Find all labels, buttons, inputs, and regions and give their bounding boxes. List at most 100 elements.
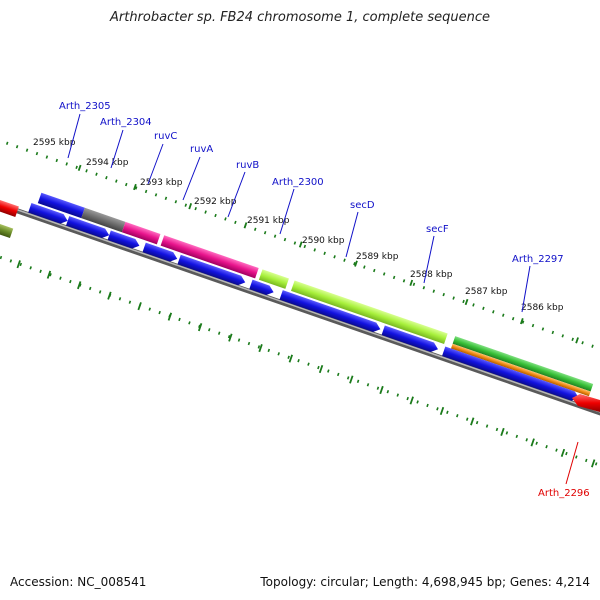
outer-tick (303, 244, 307, 249)
inner-tick (456, 414, 459, 418)
inner-tick (29, 266, 32, 270)
gene-leader-line (423, 235, 435, 284)
outer-tick (253, 227, 257, 231)
inner-tick (356, 379, 360, 384)
outer-tick (373, 268, 376, 273)
major-tick (560, 448, 566, 457)
cds-arrow (177, 254, 246, 286)
inner-tick (465, 417, 469, 421)
inner-tick (585, 458, 588, 463)
outer-tick (85, 169, 88, 173)
cds-arrow (107, 230, 140, 249)
inner-tick (545, 445, 548, 449)
major-tick (298, 241, 303, 248)
secd-feature (291, 280, 448, 344)
cds-arrow (249, 279, 274, 296)
outer-tick (263, 231, 267, 235)
inner-tick (475, 420, 479, 425)
major-tick (228, 333, 233, 342)
inner-tick (307, 362, 310, 366)
scale-label: 2595 kbp (33, 138, 76, 148)
inner-tick (79, 283, 82, 287)
scale-label: 2589 kbp (356, 252, 399, 262)
major-tick (77, 281, 82, 290)
cds-arrow (28, 203, 68, 224)
outer-tick (25, 148, 29, 152)
outer-tick (492, 310, 495, 314)
inner-tick (59, 276, 62, 280)
outer-tick (581, 341, 584, 345)
scale-label: 2590 kbp (302, 236, 345, 246)
inner-tick (237, 338, 241, 342)
outer-tick (224, 217, 227, 221)
inner-tick (158, 310, 161, 315)
backbone (0, 202, 600, 416)
scale-label: 2592 kbp (194, 197, 237, 207)
inner-tick (287, 355, 290, 359)
gene-label: Arth_2300 (272, 177, 324, 188)
inner-tick (178, 317, 181, 322)
major-tick (107, 291, 112, 300)
major-tick (318, 364, 324, 374)
outer-tick (194, 206, 197, 211)
scale-label: 2588 kbp (410, 270, 453, 280)
ruva-feature (160, 235, 259, 279)
arth-2300-feature (258, 269, 289, 289)
arth-2305-feature (37, 192, 85, 219)
gene-leader-line (345, 211, 359, 258)
inner-tick (485, 424, 489, 428)
cds-arrow (65, 216, 110, 239)
major-tick (288, 354, 293, 363)
gene-leader-line (147, 143, 164, 185)
inner-tick (515, 434, 519, 439)
outer-tick (95, 172, 98, 176)
major-tick (519, 318, 524, 325)
backbone-highlight (0, 203, 600, 413)
inner-tick (247, 341, 251, 346)
gene-label: secD (350, 200, 375, 211)
gene-leader-line (110, 129, 124, 169)
arth-2297-orange-feature (450, 343, 591, 397)
inner-tick (19, 262, 23, 267)
outer-tick (55, 158, 59, 163)
inner-tick (217, 331, 221, 335)
outer-tick (353, 261, 356, 266)
outer-tick (65, 162, 68, 166)
gene-leader-line (182, 156, 201, 201)
cds-arrow (442, 346, 579, 401)
outer-tick (115, 179, 118, 183)
major-tick (464, 298, 469, 306)
outer-tick (144, 189, 148, 194)
inner-tick (277, 352, 280, 356)
gene-label: Arth_2304 (100, 117, 152, 128)
inner-tick (39, 269, 42, 273)
major-tick (243, 222, 248, 229)
inner-tick (366, 383, 370, 387)
features (0, 192, 600, 412)
outer-tick (452, 296, 455, 300)
inner-tick (565, 451, 568, 456)
map-title: Arthrobacter sp. FB24 chromosome 1, comp… (109, 10, 491, 25)
cds-arrow (381, 325, 439, 353)
outer-tick (293, 241, 297, 245)
outer-tick (363, 265, 366, 269)
inner-tick (118, 297, 122, 301)
major-tick (137, 302, 142, 311)
gene-label: secF (426, 224, 449, 235)
inner-tick (257, 345, 261, 349)
inner-tick (0, 255, 3, 260)
ruvc-feature (121, 221, 161, 245)
cds-arrow (142, 242, 178, 262)
outer-tick (382, 272, 386, 276)
outer-tick (333, 255, 336, 259)
outer-tick (392, 275, 396, 280)
gene-label: ruvB (236, 160, 259, 171)
outer-tick (105, 175, 108, 180)
outer-tick (125, 182, 128, 187)
outer-tick (501, 313, 505, 317)
gene-label: ruvC (154, 131, 177, 142)
gene-leader-line (279, 188, 295, 235)
inner-tick (88, 286, 92, 291)
inner-tick (495, 427, 499, 432)
major-tick (439, 406, 445, 416)
